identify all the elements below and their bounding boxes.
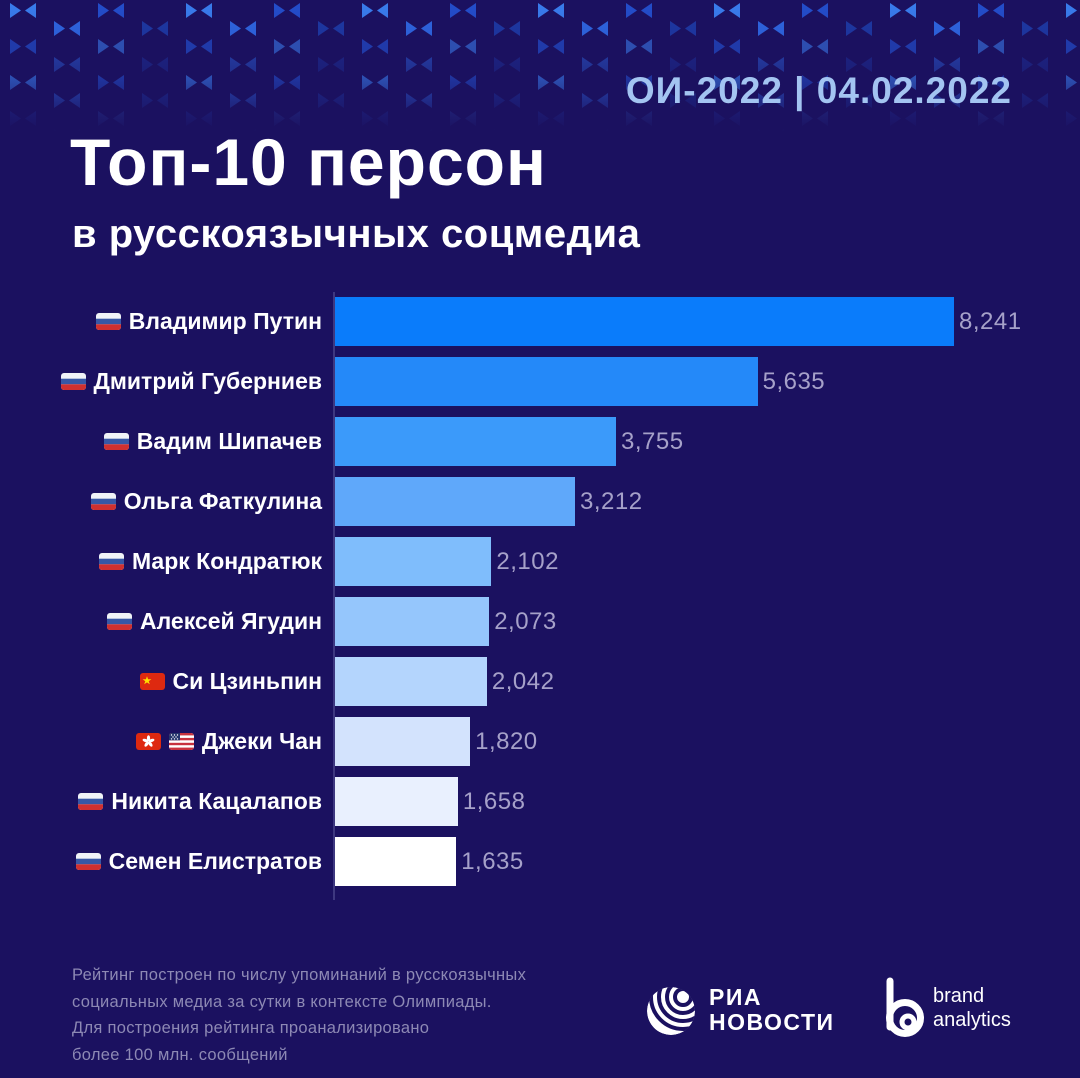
person-label: Си Цзиньпин: [72, 657, 322, 706]
person-label: Вадим Шипачев: [72, 417, 322, 466]
flag-ru-icon: [75, 853, 101, 870]
bar-value-label: 3,212: [580, 487, 643, 515]
bar-row: 8,241: [333, 297, 1045, 346]
person-label: Марк Кондратюк: [72, 537, 322, 586]
flag-us-icon: [168, 733, 194, 750]
person-name: Ольга Фаткулина: [123, 488, 322, 514]
mention-bar: [333, 717, 471, 766]
person-label: Джеки Чан: [72, 717, 322, 766]
mention-bar: [333, 777, 458, 826]
person-label: Владимир Путин: [72, 297, 322, 346]
bar-row: 3,755: [333, 417, 1045, 466]
ria-globe-icon: [647, 987, 695, 1035]
bar-row: 1,820: [333, 717, 1045, 766]
bar-value-label: 1,820: [475, 727, 538, 755]
bar-row: 2,073: [333, 597, 1045, 646]
bar-value-label: 2,042: [491, 667, 555, 695]
ria-logo-line2: НОВОСТИ: [709, 1009, 835, 1035]
person-label: Никита Кацалапов: [72, 777, 322, 826]
person-label: Ольга Фаткулина: [72, 477, 322, 526]
event-date-label: ОИ-2022 | 04.02.2022: [625, 70, 1012, 111]
person-label: Алексей Ягудин: [72, 597, 322, 646]
person-label: Дмитрий Губерниев: [60, 357, 322, 406]
flag-ru-icon: [95, 313, 121, 330]
person-name: Никита Кацалапов: [111, 788, 322, 814]
bar-value-label: 1,658: [462, 787, 526, 815]
brand-analytics-logo: brand analytics: [882, 977, 1011, 1041]
flag-ru-icon: [90, 493, 116, 510]
header-pattern-fade: [0, 0, 1080, 132]
flag-cn-icon: [139, 673, 165, 690]
bar-value-label: 5,635: [762, 367, 826, 395]
person-name: Вадим Шипачев: [136, 428, 322, 454]
brand-logo-line1: brand: [933, 985, 985, 1008]
person-name: Семен Елистратов: [108, 848, 322, 874]
mention-bar: [333, 417, 616, 466]
bar-row: 5,635: [333, 357, 1045, 406]
ria-novosti-logo: РИА НОВОСТИ: [646, 984, 835, 1036]
brand-analytics-text: brand analytics: [933, 985, 1011, 1032]
bar-value-label: 1,635: [461, 847, 524, 875]
bar-row: 2,042: [333, 657, 1045, 706]
brand-analytics-b-icon: [886, 977, 924, 1037]
bar-value-label: 8,241: [959, 307, 1022, 335]
mention-bar: [333, 297, 954, 346]
mention-bar: [333, 357, 758, 406]
methodology-note: Рейтинг построен по числу упоминаний в р…: [72, 966, 527, 1065]
person-name: Си Цзиньпин: [172, 668, 322, 694]
person-name: Марк Кондратюк: [131, 548, 322, 574]
chart-labels: Владимир Путин Дмитрий Губерниев Вадим Шип…: [60, 292, 333, 897]
ria-logo-line1: РИА: [709, 983, 762, 1010]
chart-bars: 8,241 5,635 3,755 3,212 2,102 2,073 2,042 1,820…: [333, 292, 1045, 900]
top10-bar-chart: Владимир Путин Дмитрий Губерниев Вадим Шип…: [60, 292, 1045, 900]
flag-ru-icon: [103, 433, 129, 450]
mention-bar: [333, 837, 457, 886]
bar-row: 2,102: [333, 537, 1045, 586]
person-name: Джеки Чан: [201, 728, 322, 754]
bar-row: 3,212: [333, 477, 1045, 526]
flag-ru-icon: [107, 613, 132, 630]
person-name: Дмитрий Губерниев: [93, 368, 322, 394]
mention-bar: [333, 597, 490, 646]
brand-logo-line2: analytics: [933, 1009, 1011, 1031]
bar-value-label: 2,102: [496, 547, 559, 575]
flag-ru-icon: [60, 373, 86, 390]
mention-bar: [333, 537, 492, 586]
ria-logo-text: РИА НОВОСТИ: [709, 983, 835, 1036]
flag-ru-icon: [78, 793, 104, 810]
flag-hk-icon: [135, 733, 161, 750]
page-subtitle: в русскоязычных соцмедиа: [72, 212, 641, 256]
bar-value-label: 2,073: [494, 607, 557, 635]
chart-axis-line: [333, 292, 335, 900]
flag-ru-icon: [98, 553, 124, 570]
mention-bar: [333, 477, 575, 526]
mention-bar: [333, 657, 487, 706]
person-label: Семен Елистратов: [72, 837, 322, 886]
person-name: Владимир Путин: [128, 308, 322, 334]
bar-row: 1,658: [333, 777, 1045, 826]
person-name: Алексей Ягудин: [140, 608, 322, 634]
page-title: Топ-10 персон: [70, 125, 547, 199]
bar-row: 1,635: [333, 837, 1045, 886]
bar-value-label: 3,755: [621, 427, 684, 455]
